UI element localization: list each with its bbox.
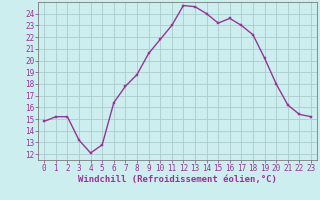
X-axis label: Windchill (Refroidissement éolien,°C): Windchill (Refroidissement éolien,°C) xyxy=(78,175,277,184)
